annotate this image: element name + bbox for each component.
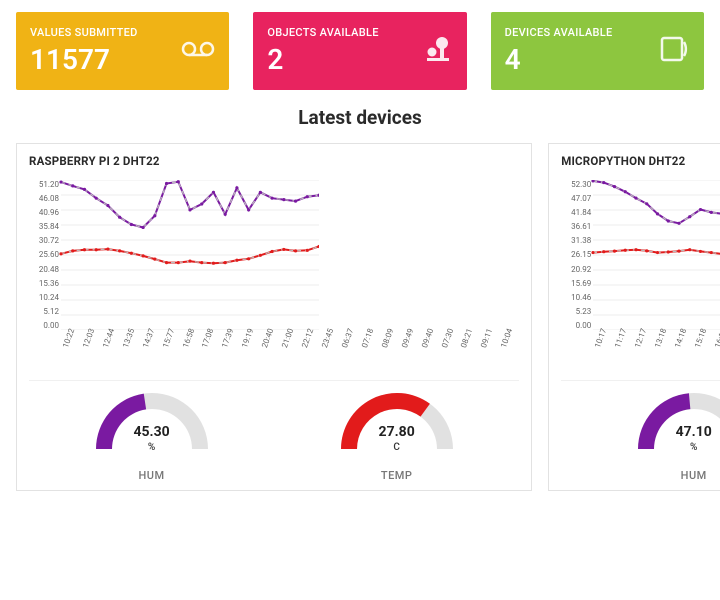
y-axis-labels: 51.2046.0840.9635.8430.7225.6020.4815.36… [29,180,59,330]
gauge-label: HUM [561,469,720,482]
voicemail-icon [181,39,215,63]
gauge-value: 45.30% [92,424,212,453]
device-panel: MICROPYTHON DHT22 52.3047.0741.8436.6131.… [548,143,720,491]
gauge-value: 47.10% [634,424,720,453]
x-axis-labels: 10:1711:1712:1713:1814:1815:1816:1817:18… [593,332,720,362]
gauge: 27.80C TEMP [274,391,519,482]
line-chart: 51.2046.0840.9635.8430.7225.6020.4815.36… [29,180,519,362]
gauge-label: TEMP [274,469,519,482]
gauge: 45.30% HUM [29,391,274,482]
devices-row: RASPBERRY PI 2 DHT22 51.2046.0840.9635.84… [16,143,704,491]
cast-icon [660,36,690,66]
nature-icon [423,34,453,68]
line-chart: 52.3047.0741.8436.6131.3826.1520.9215.69… [561,180,720,362]
stat-card-label: VALUES SUBMITTED [30,26,215,39]
stat-cards-row: VALUES SUBMITTED11577 OBJECTS AVAILABLE2 D… [16,12,704,90]
device-title: RASPBERRY PI 2 DHT22 [29,154,519,168]
chart-svg [29,180,319,330]
gauges-row: 47.10%HUM27.80CTEMP [561,380,720,482]
y-axis-labels: 52.3047.0741.8436.6131.3826.1520.9215.69… [561,180,591,330]
stat-card[interactable]: OBJECTS AVAILABLE2 [253,12,466,90]
gauge-value: 27.80C [337,424,457,453]
device-panel: RASPBERRY PI 2 DHT22 51.2046.0840.9635.84… [16,143,532,491]
section-title: Latest devices [16,106,704,129]
gauges-row: 45.30% HUM 27.80C TEMP [29,380,519,482]
gauge-label: HUM [29,469,274,482]
stat-card[interactable]: DEVICES AVAILABLE4 [491,12,704,90]
stat-card[interactable]: VALUES SUBMITTED11577 [16,12,229,90]
device-title: MICROPYTHON DHT22 [561,154,720,168]
gauge: 47.10% HUM [561,391,720,482]
x-axis-labels: 10:2212:0312:4413:3514:3715:7716:5817:08… [61,332,519,362]
